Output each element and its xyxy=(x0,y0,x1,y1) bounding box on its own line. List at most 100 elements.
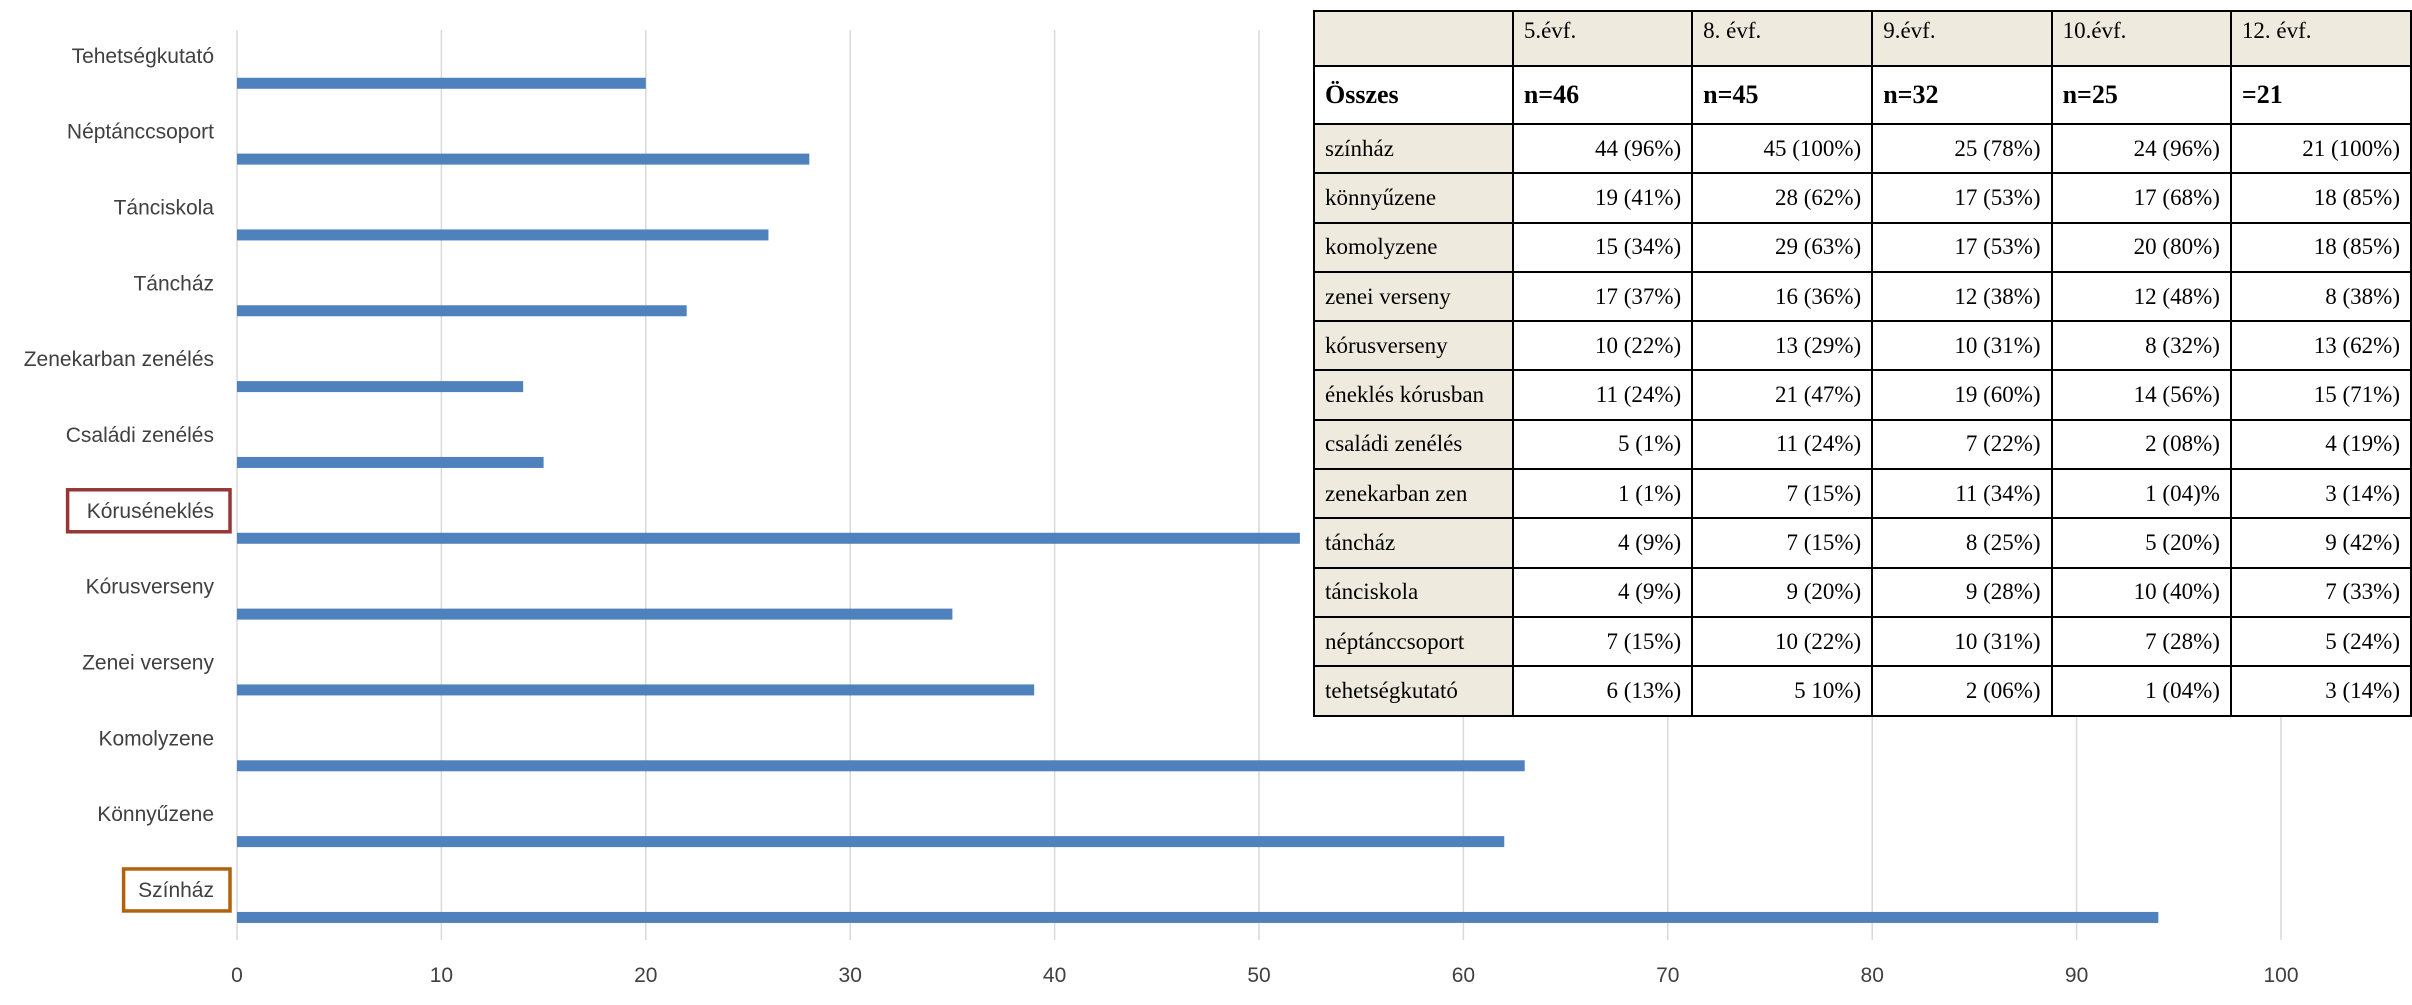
row-label: zenekarban zen xyxy=(1313,468,1514,520)
bar-4 xyxy=(237,305,687,317)
highlight-box xyxy=(65,488,232,534)
bar-3 xyxy=(237,229,769,241)
table-cell: 9 (20%) xyxy=(1691,566,1874,618)
category-label: Színház xyxy=(138,879,214,902)
category-label: Kórusverseny xyxy=(86,576,215,599)
table-row: éneklés kórusban 11 (24%) 21 (47%) 19 (60%)… xyxy=(1313,369,2412,421)
row-label: néptánccsoport xyxy=(1313,615,1514,668)
table-cell: 29 (63%) xyxy=(1691,221,1874,273)
table-cell: 5 10%) xyxy=(1691,665,1874,717)
x-tick-label: 100 xyxy=(2263,964,2298,987)
bar-11 xyxy=(237,836,1505,848)
row-label: éneklés kórusban xyxy=(1313,369,1514,421)
category-label: Komolyzene xyxy=(98,727,214,750)
table-cell: 7 (15%) xyxy=(1511,615,1694,668)
bars xyxy=(237,77,2159,923)
table-cell: 17 (68%) xyxy=(2050,172,2232,224)
table-row: komolyzene 15 (34%) 29 (63%) 17 (53%) 20 (80… xyxy=(1313,221,2412,273)
table-cell: 4 (19%) xyxy=(2229,418,2412,471)
column-header: 8. évf. xyxy=(1691,10,1874,67)
table-cell: 13 (29%) xyxy=(1691,320,1874,372)
table-cell: 7 (22%) xyxy=(1871,418,2053,471)
table-cell: 28 (62%) xyxy=(1691,172,1874,224)
x-tick-labels: 0 10 20 30 40 50 60 70 80 90 100 xyxy=(231,964,2298,987)
highlight-boxes xyxy=(65,488,232,913)
table-cell: 9 (28%) xyxy=(1871,566,2053,618)
table-cell: 10 (31%) xyxy=(1871,320,2053,372)
bar-9 xyxy=(237,684,1035,696)
table-cell: 7 (28%) xyxy=(2050,615,2232,668)
row-label: tánciskola xyxy=(1313,566,1514,618)
table-cell: 11 (24%) xyxy=(1691,418,1874,471)
bar-6 xyxy=(237,456,544,468)
row-label: könnyűzene xyxy=(1313,172,1514,224)
table-cell: 4 (9%) xyxy=(1511,517,1694,569)
x-tick-label: 20 xyxy=(634,964,657,987)
x-tick-label: 60 xyxy=(1452,964,1475,987)
bar-8 xyxy=(237,608,953,620)
table-cell: 20 (80%) xyxy=(2050,221,2232,273)
table-cell: 10 (22%) xyxy=(1511,320,1694,372)
table-cell: 13 (62%) xyxy=(2229,320,2412,372)
table-cell: 7 (33%) xyxy=(2229,566,2412,618)
table-cell: 5 (20%) xyxy=(2050,517,2232,569)
table-cell: 8 (38%) xyxy=(2229,270,2412,323)
table-row: könnyűzene 19 (41%) 28 (62%) 17 (53%) 17 (68… xyxy=(1313,172,2412,224)
table-cell: 5 (24%) xyxy=(2229,615,2412,668)
table-row: táncház 4 (9%) 7 (15%) 8 (25%) 5 (20%) 9 (42%… xyxy=(1313,517,2412,569)
table-cell: 7 (15%) xyxy=(1691,517,1874,569)
data-table: 5.évf. 8. évf. 9.évf. 10.évf. 12. évf. Összes… xyxy=(1313,10,2412,717)
table-row: családi zenélés 5 (1%) 11 (24%) 7 (22%) 2 (0… xyxy=(1313,418,2412,471)
table-row: tánciskola 4 (9%) 9 (20%) 9 (28%) 10 (40%) 7 … xyxy=(1313,566,2412,618)
table-cell: 3 (14%) xyxy=(2229,665,2412,717)
table-cell: 1 (1%) xyxy=(1511,468,1694,520)
column-header: 10.évf. xyxy=(2050,10,2232,67)
table-cell: 17 (37%) xyxy=(1511,270,1694,323)
totals-label: Összes xyxy=(1313,65,1514,125)
highlight-box xyxy=(121,867,232,913)
table-cell: 2 (08%) xyxy=(2050,418,2232,471)
category-label: Kóruséneklés xyxy=(87,500,214,523)
table-cell: 16 (36%) xyxy=(1691,270,1874,323)
x-tick-label: 40 xyxy=(1043,964,1066,987)
x-tick-label: 0 xyxy=(231,964,243,987)
table-row: zenekarban zen 1 (1%) 7 (15%) 11 (34%) 1 (04… xyxy=(1313,468,2412,520)
table-cell: 10 (22%) xyxy=(1691,615,1874,668)
table-cell: 24 (96%) xyxy=(2050,122,2232,175)
x-tick-label: 90 xyxy=(2065,964,2088,987)
totals-cell: n=46 xyxy=(1511,65,1694,125)
row-label: családi zenélés xyxy=(1313,418,1514,471)
bar-7 xyxy=(237,532,1300,544)
table-cell: 11 (34%) xyxy=(1871,468,2053,520)
column-header: 5.évf. xyxy=(1511,10,1694,67)
table-cell: 1 (04)% xyxy=(2050,468,2232,520)
table-cell: 12 (38%) xyxy=(1871,270,2053,323)
category-labels: Tehetségkutató Néptánccsoport Tánciskola Tá… xyxy=(24,45,215,902)
category-label: Táncház xyxy=(133,272,214,295)
table-cell: 2 (06%) xyxy=(1871,665,2053,717)
category-label: Zenekarban zenélés xyxy=(24,348,214,371)
row-label: táncház xyxy=(1313,517,1514,569)
data-table-panel: 5.évf. 8. évf. 9.évf. 10.évf. 12. évf. Összes… xyxy=(1313,10,2412,717)
table-row: kórusverseny 10 (22%) 13 (29%) 10 (31%) 8 (3… xyxy=(1313,320,2412,372)
table-cell: 10 (40%) xyxy=(2050,566,2232,618)
table-cell: 6 (13%) xyxy=(1511,665,1694,717)
totals-cell: n=25 xyxy=(2050,65,2232,125)
bar-12 xyxy=(237,911,2159,923)
table-cell: 3 (14%) xyxy=(2229,468,2412,520)
table-cell: 18 (85%) xyxy=(2229,221,2412,273)
table-cell: 25 (78%) xyxy=(1871,122,2053,175)
table-cell: 19 (60%) xyxy=(1871,369,2053,421)
table-cell: 17 (53%) xyxy=(1871,172,2053,224)
row-label: színház xyxy=(1313,122,1514,175)
table-cell: 4 (9%) xyxy=(1511,566,1694,618)
x-tick-label: 70 xyxy=(1656,964,1679,987)
table-cell: 9 (42%) xyxy=(2229,517,2412,569)
column-header: 12. évf. xyxy=(2229,10,2412,67)
category-label: Családi zenélés xyxy=(66,424,214,447)
bar-1 xyxy=(237,77,646,89)
table-cell: 8 (32%) xyxy=(2050,320,2232,372)
row-label: komolyzene xyxy=(1313,221,1514,273)
